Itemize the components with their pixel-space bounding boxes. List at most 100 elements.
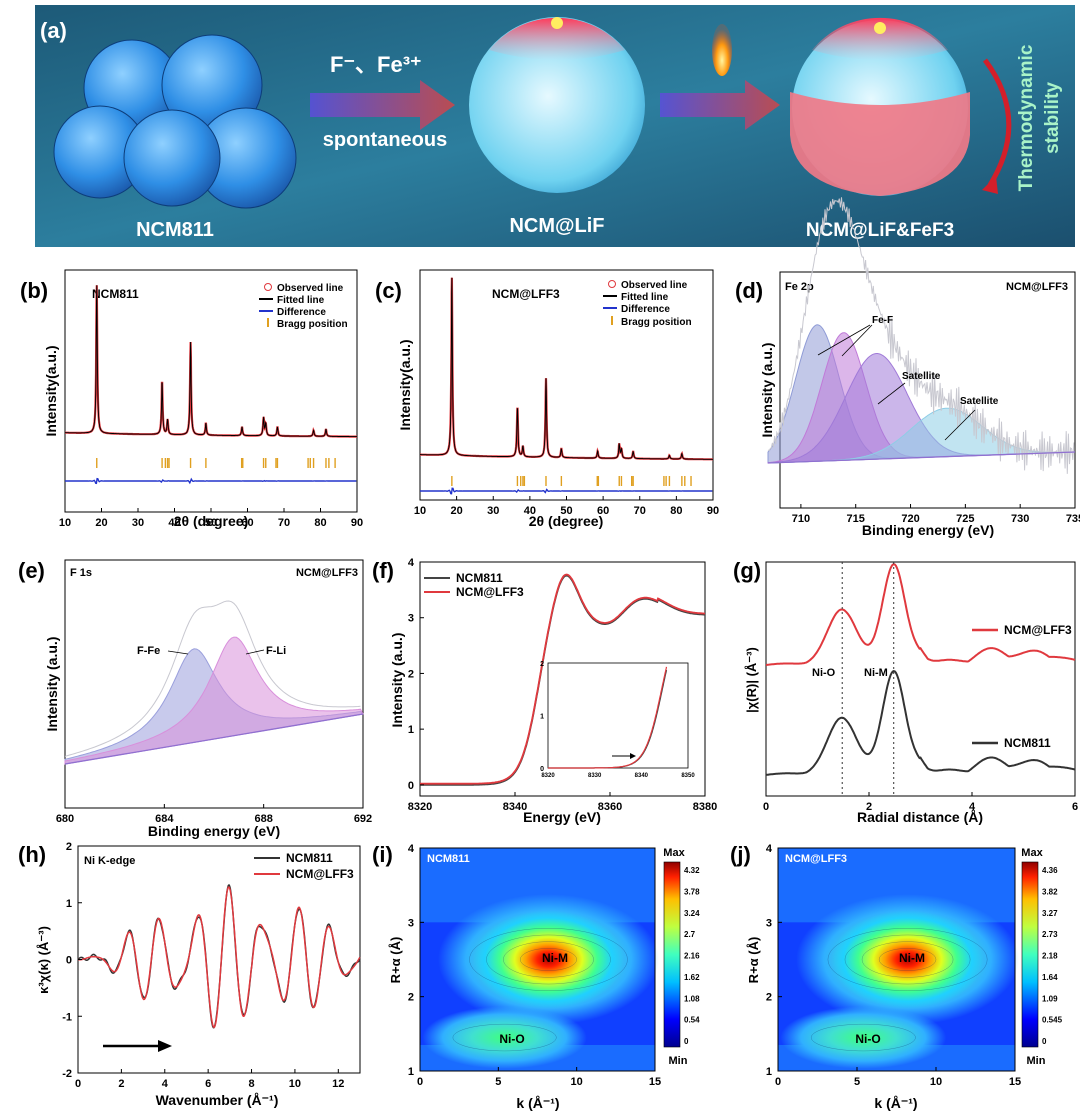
legend: NCM811 NCM@LFF3 <box>254 851 354 881</box>
ncm811-particles <box>53 34 297 209</box>
x-tick-label: 10 <box>571 1076 583 1088</box>
x-tick-label: 720 <box>901 513 919 525</box>
x-tick-label: 8 <box>248 1078 254 1090</box>
x-tick-label: 735 <box>1066 513 1080 525</box>
colorbar: Max Min 4.32 3.78 3.24 2.7 2.16 1.62 1.08 0.54 0 <box>663 847 700 1067</box>
x-tick-label: 70 <box>634 505 646 517</box>
flame-icon <box>712 24 732 76</box>
y-axis-label: Intensity (a.u.) <box>389 633 405 728</box>
chart-title: F 1s <box>70 567 92 579</box>
label-ncm-lif-fef3: NCM@LiF&FeF3 <box>806 220 954 241</box>
thermo-text-1: Thermodynamic <box>1016 44 1037 191</box>
y-axis-label: Intensity(a.u.) <box>397 339 413 430</box>
x-tick-label: 5 <box>495 1076 501 1088</box>
y-axis: -2 -1 0 1 2 <box>62 841 82 1080</box>
data-layer <box>77 883 361 1029</box>
x-tick-label: 688 <box>254 813 272 825</box>
y-tick-label: 2 <box>408 992 414 1004</box>
x-axis: 8320 8340 8360 8380 <box>408 792 717 813</box>
panel-b: (b) NCM811 Observed line Fitted line Dif… <box>20 269 363 529</box>
legend: Observed line Fitted line Difference Bra… <box>603 280 692 328</box>
chart-title: NCM811 <box>92 287 139 301</box>
plot-frame <box>779 271 1076 509</box>
ncm-lif-fef3-sphere <box>790 17 970 196</box>
x-tick-label: 15 <box>1009 1076 1021 1088</box>
legend-ncm811: NCM811 <box>456 571 503 585</box>
x-tick-label: 710 <box>792 513 810 525</box>
x-axis-label: Wavenumber (Å⁻¹) <box>156 1092 279 1108</box>
x-tick-label: 4 <box>162 1078 169 1090</box>
fitted-line <box>420 277 713 460</box>
x-tick-label: 70 <box>278 517 290 529</box>
x-axis-label: k (Å⁻¹) <box>516 1095 559 1111</box>
x-axis: 10 20 30 40 50 60 70 80 90 <box>59 508 363 529</box>
colorbar-tick-label: 4.32 <box>684 866 700 875</box>
series-line-NCM811 <box>765 670 1076 776</box>
x-axis-label: Binding energy (eV) <box>862 522 994 538</box>
x-tick-label: 715 <box>847 513 865 525</box>
background-line <box>767 451 1076 464</box>
colorbar: Max Min 4.36 3.82 3.27 2.73 2.18 1.64 1.09 0.545 0 <box>1021 847 1062 1067</box>
legend: Observed line Fitted line Difference Bra… <box>259 283 348 330</box>
chart-title: NCM@LFF3 <box>492 287 560 301</box>
data-layer <box>765 562 1076 796</box>
colorbar-gradient <box>663 861 681 1048</box>
heatmap-area <box>778 848 1019 1071</box>
x-axis-label: k (Å⁻¹) <box>874 1095 917 1111</box>
plot-frame <box>419 847 656 1072</box>
background-line <box>64 713 364 765</box>
data-layer <box>420 277 713 495</box>
colorbar-tick-label: 1.08 <box>684 994 700 1003</box>
ion-text: F⁻、Fe³⁺ <box>330 52 422 77</box>
colorbar-tick-label: 3.78 <box>684 887 700 896</box>
difference-line <box>420 487 713 495</box>
panel-j: (j) NCM@LFF3 Ni-M Ni-O 0 5 10 15 1 2 3 4 Max Mi… <box>730 842 1063 1111</box>
heat-ni-m <box>831 910 984 1009</box>
legend-observed: Observed line <box>277 283 344 294</box>
contour-line <box>520 948 577 971</box>
x-tick-label: 4 <box>969 801 976 813</box>
annotation-f-fe: F-Fe <box>137 645 160 657</box>
colorbar-gradient <box>1021 861 1039 1048</box>
contour-line <box>452 1023 557 1052</box>
contour-line <box>827 928 988 991</box>
contour-line <box>844 934 971 985</box>
y-axis-label: Intensity (a.u.) <box>44 637 60 732</box>
panel-label: (c) <box>375 278 402 303</box>
panel-label: (d) <box>735 278 763 303</box>
y-tick-label: 1 <box>766 1066 772 1078</box>
y-axis-label: κ³χ(κ) (Å⁻³) <box>36 926 51 994</box>
x-tick-label: 8380 <box>693 801 717 813</box>
fitted-line <box>65 285 357 438</box>
x-tick-label: 2 <box>118 1078 124 1090</box>
series-line-NCM@LFF3 <box>765 563 1076 666</box>
series-line-NCM@LFF3 <box>77 886 361 1029</box>
colorbar-tick-label: 1.09 <box>1042 994 1058 1003</box>
inset-arrowhead <box>630 753 636 759</box>
x-tick-label: 6 <box>205 1078 211 1090</box>
panel-c: (c) NCM@LFF3 Observed line Fitted line D… <box>375 269 719 529</box>
label-ncm811: NCM811 <box>136 219 214 241</box>
legend-ncm-lff3: NCM@LFF3 <box>286 867 354 881</box>
annotation-satellite-1: Satellite <box>902 371 941 382</box>
inset-frame <box>547 662 689 769</box>
data-layer <box>65 285 357 485</box>
ncm-lif-sphere <box>469 17 645 193</box>
legend-ncm-lff3: NCM@LFF3 <box>456 585 524 599</box>
y-tick-label: 4 <box>408 843 415 855</box>
y-tick-label: 3 <box>408 917 414 929</box>
legend-ncm811: NCM811 <box>286 851 333 865</box>
panel-label: (h) <box>18 842 46 867</box>
panel-label: (g) <box>733 558 761 583</box>
inset-x-tick-label: 8350 <box>681 773 695 779</box>
component-peak <box>64 636 364 765</box>
y-tick-label: 4 <box>408 557 415 569</box>
x-tick-label: 40 <box>524 505 536 517</box>
y-axis: 1 2 3 4 <box>766 843 782 1078</box>
x-tick-label: 10 <box>289 1078 301 1090</box>
legend-observed: Observed line <box>621 280 688 291</box>
y-axis: 0 1 2 3 4 <box>408 557 424 792</box>
x-tick-label: 8360 <box>598 801 622 813</box>
contour-line <box>861 941 954 978</box>
y-axis-label: R+α (Å) <box>388 937 403 984</box>
